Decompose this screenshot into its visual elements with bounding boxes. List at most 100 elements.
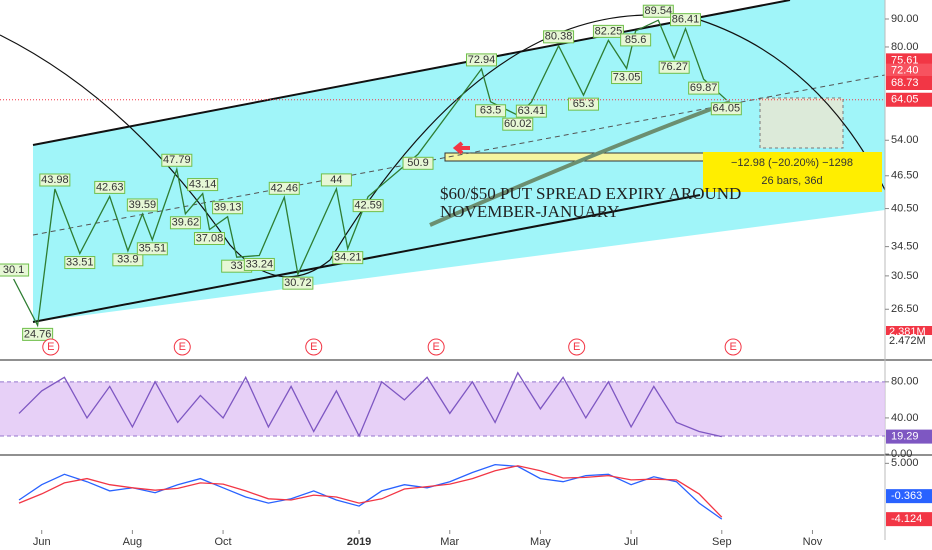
pivot-label: 39.13	[214, 202, 242, 214]
earnings-label: E	[47, 341, 54, 353]
pivot-label: 60.02	[504, 118, 532, 130]
price-tag	[886, 63, 932, 78]
x-tick-label: Oct	[215, 536, 232, 548]
volume-tag-label: 2.381M	[889, 326, 926, 338]
pivot-box	[592, 24, 624, 38]
pivot-label: 37.08	[196, 232, 224, 244]
series-line	[18, 371, 722, 438]
y-tick-label: 0.00	[891, 448, 912, 460]
price-tag	[886, 76, 932, 91]
pivot-box	[568, 97, 600, 111]
pivot-label: 80.38	[545, 31, 573, 43]
pivot-label: 33	[231, 260, 243, 272]
measure-text: −12.98 (−20.20%) −1298	[731, 157, 853, 169]
x-tick-label: Sep	[712, 536, 732, 548]
earnings-label: E	[573, 341, 580, 353]
pivot-label: 42.46	[271, 182, 299, 194]
pivot-box	[64, 256, 96, 270]
pivot-label: 30.72	[284, 277, 312, 289]
series-line	[18, 463, 723, 520]
pivot-box	[39, 173, 71, 187]
pivot-box	[126, 198, 158, 212]
pivot-label: 76.27	[660, 61, 688, 73]
pivot-box	[332, 251, 364, 265]
pivot-box	[611, 71, 643, 85]
pivot-box	[212, 201, 244, 215]
price-tag	[886, 92, 932, 107]
pivot-label: 63.41	[518, 105, 546, 117]
pivot-box	[465, 53, 497, 67]
pivot-box	[94, 180, 126, 194]
pivot-label: 24.76	[24, 328, 52, 340]
volume-tag-label: 2.472M	[889, 335, 926, 347]
price-tag-label: -4.124	[891, 513, 922, 525]
price-tag-label: 75.61	[891, 54, 919, 66]
pivot-box	[670, 13, 702, 27]
pivot-box	[543, 30, 575, 44]
measure-box	[703, 152, 882, 192]
y-tick-label: 46.50	[891, 170, 919, 182]
y-tick-label: 26.50	[891, 303, 919, 315]
pivot-label: 33.24	[246, 258, 274, 270]
band	[0, 381, 885, 436]
price-tag	[886, 429, 932, 444]
pivot-box	[502, 117, 534, 131]
pivot-box	[193, 232, 225, 246]
pivot-label: 35.51	[139, 243, 167, 255]
pivot-box	[642, 4, 674, 18]
pivot-box	[112, 253, 144, 267]
annotation: NOVEMBER-JANUARY	[440, 202, 619, 221]
x-tick-label: 2019	[347, 536, 371, 548]
pivot-label: 34.21	[334, 252, 362, 264]
y-tick-label: 40.50	[891, 202, 919, 214]
price-tag	[886, 489, 932, 504]
pivot-box	[658, 60, 690, 74]
x-tick-label: Jun	[33, 536, 51, 548]
pivot-box	[402, 156, 434, 170]
measure-text: 26 bars, 36d	[761, 175, 822, 187]
pivot-label: 42.59	[354, 200, 382, 212]
x-tick-label: Jul	[624, 536, 638, 548]
y-tick-label: 54.00	[891, 134, 919, 146]
pivot-label: 72.94	[468, 54, 496, 66]
pivot-label: 43.98	[41, 174, 69, 186]
pivot-label: 86.41	[672, 14, 700, 26]
y-tick-label: 34.50	[891, 241, 919, 253]
pivot-label: 33.9	[117, 254, 138, 266]
mid-line	[32, 74, 886, 236]
earnings-marker	[568, 338, 586, 356]
series-line	[18, 465, 723, 518]
pivot-box	[268, 181, 300, 195]
series-line	[13, 19, 727, 328]
arc	[0, 14, 886, 278]
pivot-box	[0, 263, 30, 277]
volume-tag	[886, 335, 932, 347]
earnings-label: E	[310, 341, 317, 353]
earnings-marker	[173, 338, 191, 356]
x-tick-label: Nov	[803, 536, 823, 548]
price-tag-label: 19.29	[891, 431, 919, 443]
pivot-label: 44	[330, 174, 342, 186]
pivot-label: 42.63	[96, 181, 124, 193]
earnings-marker	[724, 338, 742, 356]
pivot-box	[282, 276, 314, 290]
pivot-label: 33.51	[66, 256, 94, 268]
channel-top	[32, 0, 791, 146]
projection-box	[759, 97, 844, 149]
earnings-label: E	[179, 341, 186, 353]
earnings-label: E	[729, 341, 736, 353]
y-tick-label: 80.00	[891, 376, 919, 388]
price-tag-label: 68.73	[891, 77, 919, 89]
pivot-label: 69.87	[690, 82, 718, 94]
pivot-label: 65.3	[573, 98, 594, 110]
pivot-label: 64.05	[713, 103, 741, 115]
pivot-label: 43.14	[189, 178, 217, 190]
x-tick-label: May	[530, 536, 551, 548]
pivot-box	[688, 81, 720, 95]
price-tag-label: 72.40	[891, 65, 919, 77]
arrow	[452, 141, 470, 155]
pivot-label: 39.62	[172, 217, 200, 229]
x-tick-label: Mar	[440, 536, 459, 548]
pivot-label: 47.79	[163, 154, 191, 166]
y-tick-label: 80.00	[891, 41, 919, 53]
